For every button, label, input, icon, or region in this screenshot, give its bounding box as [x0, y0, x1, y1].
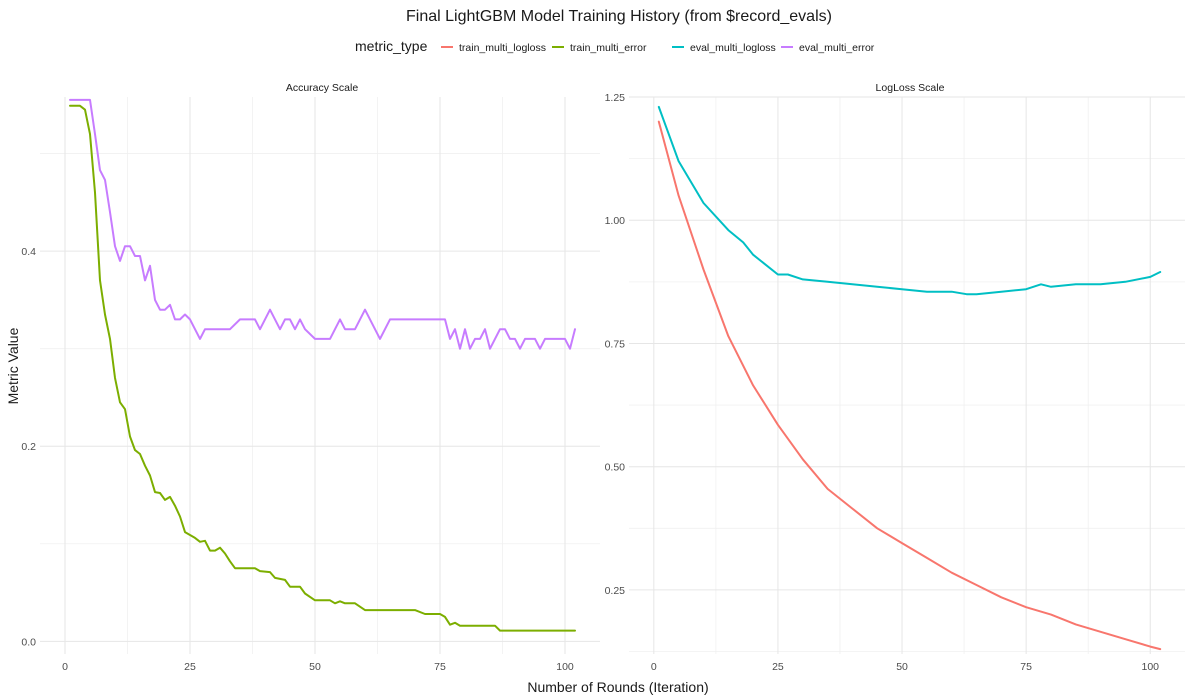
x-tick-label: 75 [434, 661, 446, 673]
series-line-train-multi-error [69, 104, 576, 632]
facet-panels: Accuracy Scale 0 25 50 75 100 0.0 0.2 0.4 LogLoss… [21, 82, 1185, 673]
x-tick-label: 25 [772, 661, 784, 673]
x-tick-label: 75 [1020, 661, 1032, 673]
y-tick-label: 0.25 [605, 585, 626, 597]
x-tick-label: 25 [184, 661, 196, 673]
y-tick-label: 1.00 [605, 215, 626, 227]
x-tick-label: 100 [556, 661, 574, 673]
chart-title: Final LightGBM Model Training History (f… [406, 8, 832, 25]
facet-panel: LogLoss Scale 0 25 50 75 100 0.25 0.50 0.75 1.00 1… [605, 82, 1185, 673]
y-axis-label: Metric Value [5, 327, 21, 404]
series-line-train-multi-logloss [657, 120, 1162, 651]
legend-item: eval_multi_logloss [672, 42, 776, 54]
facet-strip-label: Accuracy Scale [286, 82, 359, 94]
x-tick-label: 0 [62, 661, 68, 673]
legend-label: train_multi_error [570, 42, 647, 54]
x-tick-label: 50 [309, 661, 321, 673]
y-tick-label: 0.4 [21, 246, 36, 258]
y-tick-label: 1.25 [605, 92, 626, 104]
y-tick-label: 0.0 [21, 636, 36, 648]
facet-panel: Accuracy Scale 0 25 50 75 100 0.0 0.2 0.4 [21, 82, 600, 673]
legend-item: eval_multi_error [781, 42, 875, 54]
facet-strip-label: LogLoss Scale [876, 82, 945, 94]
legend-label: eval_multi_logloss [690, 42, 776, 54]
x-tick-label: 50 [896, 661, 908, 673]
y-tick-label: 0.75 [605, 338, 626, 350]
legend-item: train_multi_logloss [441, 42, 546, 54]
series-line-eval-multi-logloss [657, 105, 1162, 296]
legend-title: metric_type [355, 38, 428, 54]
x-axis-label: Number of Rounds (Iteration) [527, 679, 708, 695]
y-tick-label: 0.50 [605, 462, 626, 474]
legend-item: train_multi_error [552, 42, 647, 54]
x-tick-label: 100 [1141, 661, 1159, 673]
legend-label: eval_multi_error [799, 42, 875, 54]
legend: metric_type train_multi_logloss train_mul… [355, 38, 875, 54]
y-tick-label: 0.2 [21, 441, 36, 453]
x-tick-label: 0 [651, 661, 657, 673]
legend-label: train_multi_logloss [459, 42, 546, 54]
series-line-eval-multi-error [69, 98, 576, 350]
